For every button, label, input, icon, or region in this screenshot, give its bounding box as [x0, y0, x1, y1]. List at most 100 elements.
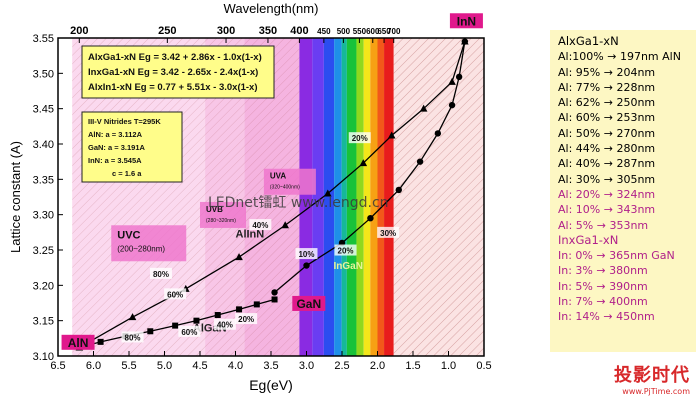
y-tick-label: 3.35 [33, 174, 54, 186]
panel-row: In: 14% → 450nm [558, 310, 655, 324]
spectrum-band [312, 38, 324, 356]
panel-row: Al: 30% → 305nm [558, 172, 656, 186]
panel-ingan-header: InxGa1-xN [558, 232, 619, 247]
point-ingan [303, 262, 310, 269]
x-tick-label: 2.0 [370, 360, 385, 372]
panel-row: Al: 95% → 204nm [558, 65, 656, 79]
spectrum-band [363, 38, 371, 356]
label-uva-bg [263, 168, 316, 195]
y-tick-label: 3.25 [33, 245, 54, 257]
point-ingan [271, 289, 278, 296]
nitrides-line: AlN: a = 3.112A [88, 130, 143, 139]
percent-label-bg [334, 244, 357, 256]
top-tick-label: 650 [377, 27, 391, 36]
pjtime-logo: 投影时代 www.PjTime.com [614, 361, 690, 396]
point-algan [193, 317, 200, 324]
point-ingan [455, 73, 463, 81]
spectrum-band [356, 38, 364, 356]
percent-label: 20% [238, 315, 254, 324]
point-algan [253, 301, 260, 308]
panel-algan-header: AlxGa1-xN [558, 34, 619, 48]
x-axis-title: Eg(eV) [249, 377, 293, 393]
point-alinn [359, 159, 368, 167]
point-algan [236, 306, 243, 313]
label-uvc-bg [111, 225, 187, 262]
point-algan [172, 322, 179, 329]
x-tick-label: 6.5 [50, 360, 65, 372]
point-ingan [395, 186, 402, 194]
point-ingan [434, 130, 442, 137]
spectrum-band [377, 38, 385, 356]
point-algan [147, 328, 154, 335]
nitrides-line: c = 1.6 a [112, 169, 142, 178]
label-uvc: UVC [117, 229, 140, 241]
y-tick-label: 3.50 [33, 68, 54, 80]
panel-algan-uva-rows: Al: 20% → 324nm Al: 10% → 343nm Al: 5% → 3… [558, 187, 696, 233]
panel-row: Al:100% → 197nm AlN [558, 50, 681, 64]
point-alinn [128, 313, 137, 321]
x-tick-label: 2.5 [334, 360, 349, 372]
point-ingan [367, 215, 374, 222]
top-tick-label: 250 [158, 25, 176, 37]
y-tick-label: 3.20 [33, 280, 54, 292]
label-inn-bg [449, 13, 483, 29]
point-alinn [419, 104, 428, 112]
label-uvb-bg [200, 201, 246, 228]
percent-label-bg [149, 267, 172, 279]
nitrides-line: GaN: a = 3.191A [88, 143, 145, 152]
label-alinn: AlInN [236, 228, 265, 240]
x-tick-label: 1.5 [405, 360, 420, 372]
label-uvb-range: (280~320nm) [206, 218, 236, 224]
top-axis-title: Wavelength(nm) [224, 1, 319, 16]
percent-label-bg [295, 248, 318, 260]
point-ingan [338, 239, 346, 247]
percent-label: 40% [217, 321, 233, 330]
y-tick-label: 3.45 [33, 104, 54, 116]
spectrum-band [370, 38, 378, 356]
chart: 6.5 6.0 5.5 5.0 4.5 4.0 3.5 3.0 2.5 2.0 1.5 1.0 0.5 3… [8, 1, 492, 393]
top-tick-label: 400 [290, 25, 308, 37]
point-algan [214, 312, 221, 319]
y-tick-label: 3.55 [33, 33, 54, 45]
top-tick-label: 700 [387, 27, 401, 36]
percent-label-bg [348, 132, 371, 144]
formula-box [81, 45, 275, 99]
label-ingan: InGaN [333, 261, 362, 272]
percent-label: 60% [167, 290, 183, 299]
x-tick-label: 3.5 [263, 360, 278, 372]
panel-row: Al: 10% → 343nm [558, 203, 656, 217]
percent-label: 20% [338, 247, 354, 256]
percent-label-bg [249, 219, 272, 231]
point-algan [97, 338, 104, 345]
point-ingan [448, 101, 456, 109]
top-tick-label: 350 [259, 25, 277, 37]
x-tick-label: 1.0 [441, 360, 456, 372]
label-inn: InN [457, 14, 476, 28]
x-tick-label: 3.0 [299, 360, 314, 372]
label-gan-bg [292, 295, 326, 311]
wavelength-panel: AlxGa1-xN Al:100% → 197nm AlN Al: 95% → 2… [550, 30, 696, 352]
top-tick-label: 500 [337, 27, 351, 36]
percent-label: 10% [298, 250, 314, 259]
y-tick-label: 3.30 [33, 210, 54, 222]
percent-label: 20% [352, 134, 368, 143]
y-tick-label: 3.15 [33, 316, 54, 328]
nitrides-line: III-V Nitrides T=295K [88, 117, 161, 126]
point-alinn [448, 77, 456, 85]
percent-label: 60% [181, 328, 197, 337]
percent-label-bg [377, 226, 400, 238]
spectrum-band [346, 38, 357, 356]
label-uvc-range: (200~280nm) [117, 244, 165, 253]
spectrum-band [384, 38, 394, 356]
label-uva: UVA [270, 172, 287, 181]
top-tick-label: 600 [366, 27, 380, 36]
point-alinn [235, 253, 243, 261]
x-tick-label: 4.0 [228, 360, 243, 372]
panel-algan-rows: Al:100% → 197nm AlN Al: 95% → 204nm Al: 77… [558, 49, 696, 187]
logo-url: www.PjTime.com [622, 387, 690, 396]
panel-row: Al: 50% → 270nm [558, 126, 656, 140]
label-gan: GaN [296, 297, 321, 311]
y-axis-title: Lattice constant (A) [8, 141, 23, 253]
spectrum-band [323, 38, 335, 356]
top-tick-label: 550 [353, 27, 367, 36]
